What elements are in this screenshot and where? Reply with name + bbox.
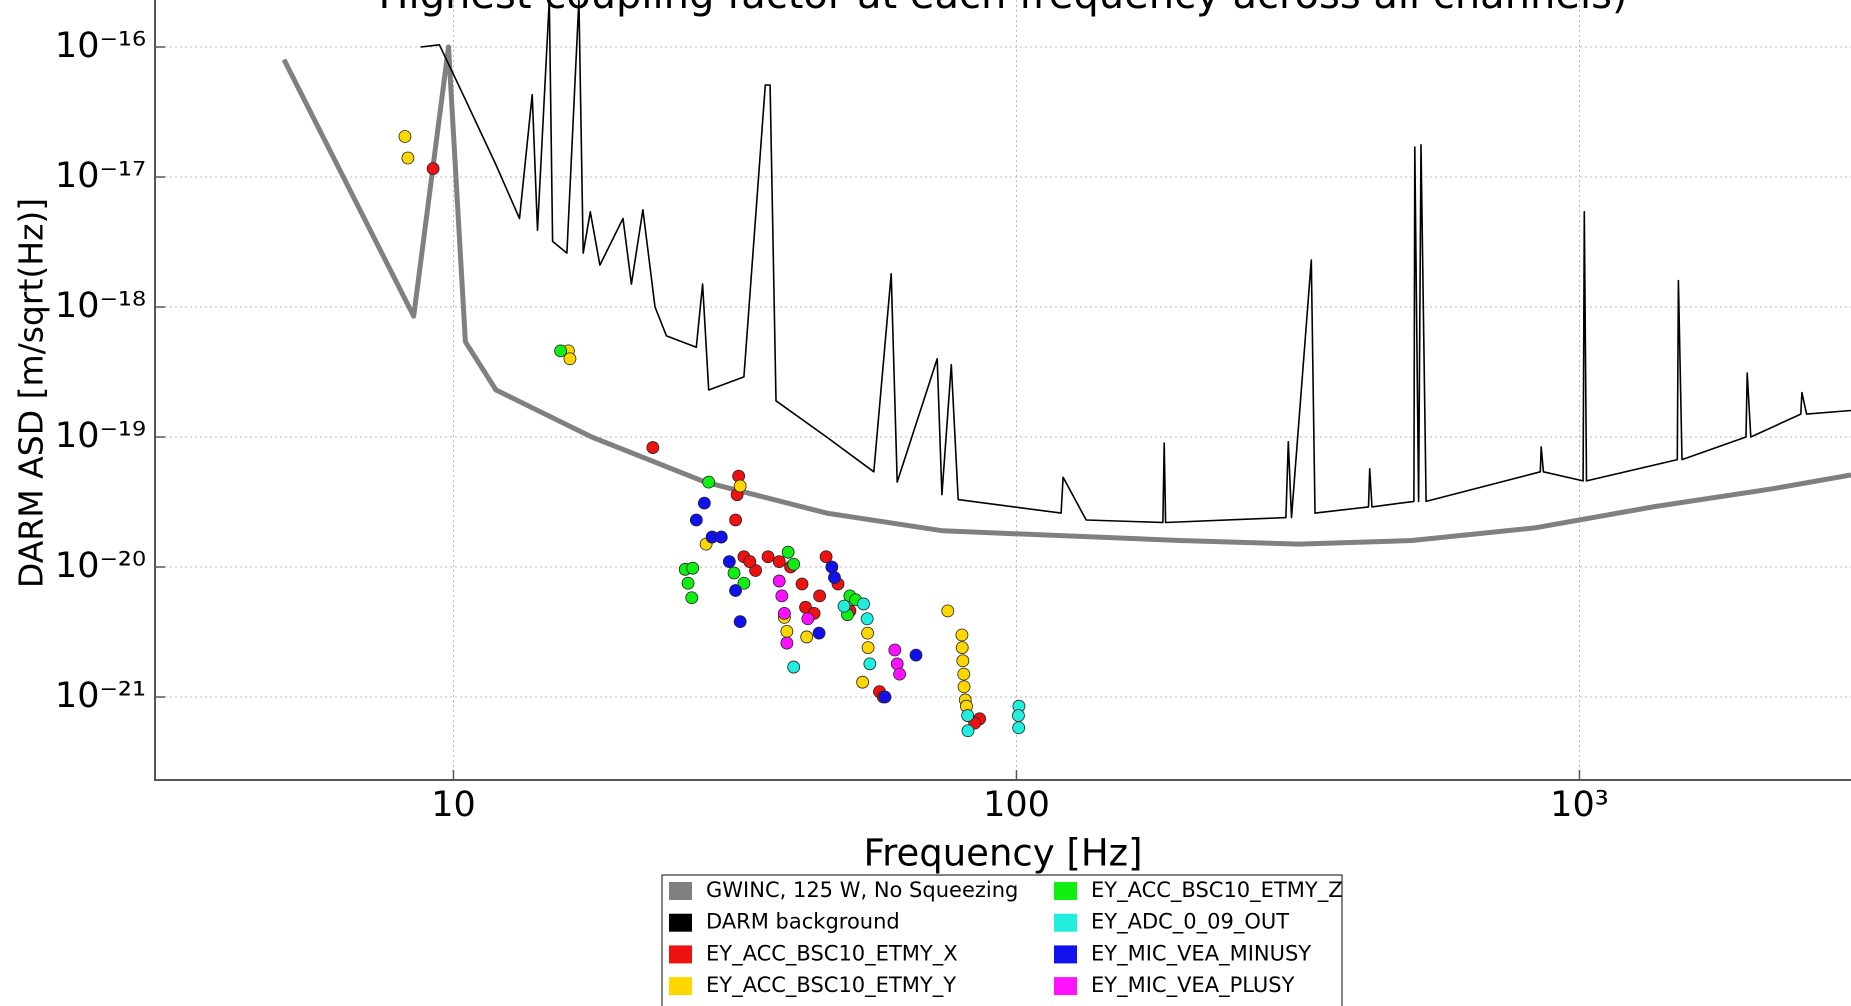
scatter-point [863,657,877,671]
scatter-point [781,545,795,559]
scatter-point [685,591,699,605]
scatter-point [426,162,440,176]
scatter-point [800,630,814,644]
scatter-point [878,690,892,704]
ticks: 10⁻¹⁶ 10⁻¹⁷ 10⁻¹⁸ 10⁻¹⁹ 10⁻²⁰ 10⁻²¹ 10 100 10³ [55,26,1609,825]
scatter-point [729,584,742,597]
y-axis-label: DARM ASD [m/sqrt(Hz)] [12,198,51,588]
x-axis-label: Frequency [Hz] [863,832,1142,875]
scatter-point [941,604,955,618]
scatter-point [702,475,716,489]
legend-label: EY_MIC_VEA_PLUSY [1091,973,1295,998]
scatter-point [780,624,794,638]
scatter-point [893,667,906,681]
scatter-point [737,576,751,590]
y-tick-label: 10⁻¹⁹ [55,416,146,456]
legend-label: EY_ACC_BSC10_ETMY_X [706,941,958,966]
scatter-point [689,513,703,527]
scatter-point [856,675,870,689]
x-tick-label: 10 [431,785,476,825]
scatter-point [733,479,747,493]
scatter-point [398,130,412,143]
legend-label: EY_ADC_0_09_OUT [1091,910,1289,935]
scatter-point [795,577,809,591]
scatter-point [787,660,801,674]
scatter-point [828,571,841,584]
legend-label: EY_ACC_BSC10_ETMY_Z [1091,878,1343,903]
scatter-point [1012,721,1026,735]
scatter-point [646,441,660,454]
scatter-point [686,561,700,575]
legend-swatch [669,945,692,964]
scatter-point [401,151,415,165]
legend-label: DARM background [706,910,900,934]
scatter-point [749,564,762,577]
scatter-point [772,574,786,588]
scatter-point [722,555,736,569]
scatter-point [861,641,875,654]
scatter-point [777,606,791,620]
legend-label: EY_ACC_BSC10_ETMY_Y [706,973,956,998]
legend-swatch [669,977,692,996]
scatter-point [743,555,757,569]
legend-swatch [669,913,692,932]
scatter-point [554,344,568,358]
scatter-point [812,626,826,640]
series-line [281,44,1851,547]
scatter-point [761,550,775,564]
scatter-point [955,628,969,642]
scatter-point [697,496,711,510]
scatter-point [681,576,695,590]
scatter-point [772,555,786,569]
scatter-point [727,566,741,580]
y-tick-label: 10⁻¹⁶ [55,26,146,66]
scatter-point [956,654,970,668]
series-line [420,0,1851,524]
scatter-point [714,530,728,544]
scatter-point [957,680,971,694]
scatter-point [819,550,833,564]
chart-title: Highest coupling factor at each frequenc… [378,0,1627,18]
y-tick-label: 10⁻²⁰ [55,546,146,586]
scatter-point [787,557,801,571]
y-tick-label: 10⁻²¹ [55,676,146,716]
scatter-point [825,560,839,574]
scatter-point [860,612,874,626]
legend-swatch [669,882,692,900]
scatter-point [729,513,742,527]
scatter-point [563,352,577,366]
scatter-point [961,709,975,722]
plot-area [281,0,1851,738]
scatter-point [801,612,815,626]
scatter-point [909,648,923,662]
y-tick-label: 10⁻¹⁸ [55,286,146,326]
scatter-point [837,599,851,613]
legend-box [661,874,1343,1006]
scatter-point [813,589,827,603]
scatter-point [955,641,969,654]
scatter-point [861,626,875,640]
axes-frame [154,0,1851,781]
y-tick-label: 10⁻¹⁷ [55,156,146,196]
scatter-point [775,589,789,603]
scatter-point [780,636,794,650]
x-tick-label: 100 [983,785,1050,825]
scatter-point [957,667,971,681]
legend-swatch [1054,945,1077,964]
scatter-point [961,724,975,738]
scatter-point [733,615,747,629]
legend-swatch [1054,977,1077,996]
x-tick-label: 10³ [1550,785,1609,825]
legend-label: EY_MIC_VEA_MINUSY [1091,941,1311,966]
legend-label: GWINC, 125 W, No Squeezing [706,878,1018,902]
legend-swatch [1054,913,1077,932]
scatter-point [857,597,870,611]
scatter-point [1012,709,1025,722]
scatter-point [888,643,902,657]
legend: GWINC, 125 W, No Squeezing DARM backgroun… [661,874,1343,1006]
legend-swatch [1054,882,1077,900]
